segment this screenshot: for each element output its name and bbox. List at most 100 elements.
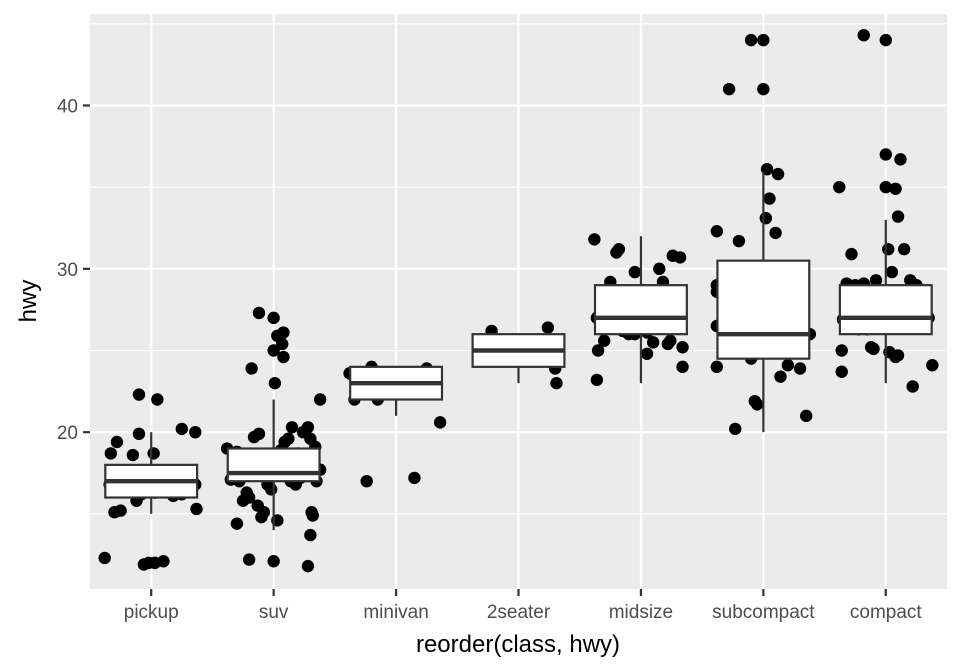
data-point xyxy=(313,393,327,406)
data-point xyxy=(285,421,299,434)
data-point xyxy=(763,192,776,205)
box-iqr xyxy=(593,284,688,336)
x-tick-label: pickup xyxy=(124,602,179,623)
box-suv xyxy=(226,399,321,531)
data-point xyxy=(267,344,280,357)
data-point xyxy=(147,447,160,460)
data-point xyxy=(835,344,848,357)
data-point xyxy=(867,342,880,356)
data-point xyxy=(751,398,764,411)
x-tick-label: suv xyxy=(259,602,289,623)
x-tick-label: minivan xyxy=(363,602,428,623)
data-point xyxy=(664,334,677,347)
data-point xyxy=(252,306,266,320)
data-point xyxy=(673,251,687,264)
data-point xyxy=(114,504,127,517)
data-point xyxy=(264,483,278,496)
box-iqr xyxy=(838,284,933,336)
data-point xyxy=(882,243,895,256)
data-point xyxy=(676,360,689,374)
data-point xyxy=(889,182,902,195)
data-point xyxy=(282,432,295,445)
data-point xyxy=(653,262,666,276)
box-iqr xyxy=(226,447,321,483)
data-point xyxy=(590,373,604,387)
data-point xyxy=(906,380,919,393)
data-point xyxy=(550,376,563,390)
boxes xyxy=(104,170,933,531)
data-point xyxy=(104,447,118,460)
data-point xyxy=(771,167,785,181)
data-point xyxy=(885,265,899,279)
data-point xyxy=(132,427,146,441)
data-point xyxy=(242,491,256,504)
x-tick-label: 2seater xyxy=(487,602,551,623)
data-point xyxy=(835,365,848,378)
data-point xyxy=(710,360,724,374)
data-point xyxy=(628,265,642,279)
data-point xyxy=(897,243,911,256)
y-tick-label: 40 xyxy=(57,96,78,117)
data-point xyxy=(151,393,164,406)
data-point xyxy=(845,247,858,261)
data-point xyxy=(598,334,611,347)
data-point xyxy=(126,448,140,462)
data-point xyxy=(588,233,601,246)
x-axis: pickup suv minivan 2seater midsize subcompact… xyxy=(124,589,923,623)
data-point xyxy=(591,344,605,357)
data-point xyxy=(894,153,907,166)
data-point xyxy=(252,427,266,441)
data-point xyxy=(879,148,892,161)
data-point xyxy=(277,326,290,339)
data-point xyxy=(891,210,905,223)
data-point xyxy=(257,506,271,519)
data-point xyxy=(759,211,773,225)
data-point xyxy=(757,33,770,47)
data-point xyxy=(242,553,256,566)
data-point xyxy=(728,422,742,436)
data-point xyxy=(301,421,315,434)
data-point xyxy=(190,502,203,516)
box-subcompact xyxy=(716,170,811,433)
data-point xyxy=(769,226,782,240)
data-point xyxy=(879,33,892,47)
data-point xyxy=(541,321,555,334)
box-midsize xyxy=(593,236,688,384)
x-tick-label: compact xyxy=(850,602,923,623)
data-point xyxy=(869,274,883,287)
data-point xyxy=(879,180,892,194)
data-point xyxy=(230,517,244,530)
data-point xyxy=(268,376,282,390)
data-point xyxy=(305,506,318,519)
y-axis: 20 30 40 xyxy=(57,96,90,444)
data-point xyxy=(189,425,202,439)
box-compact xyxy=(838,219,933,384)
y-tick-label: 20 xyxy=(57,423,78,444)
data-point xyxy=(676,341,689,354)
data-point xyxy=(793,362,807,375)
data-point xyxy=(277,350,290,364)
data-point xyxy=(137,558,151,571)
data-point xyxy=(781,359,795,372)
data-point xyxy=(891,349,905,362)
data-point xyxy=(433,416,447,429)
data-point xyxy=(98,551,111,565)
box-minivan xyxy=(349,365,444,416)
x-tick-label: subcompact xyxy=(712,602,815,623)
y-axis-title: hwy xyxy=(15,280,42,323)
data-point xyxy=(710,225,724,238)
data-point xyxy=(722,82,736,96)
data-point xyxy=(360,474,373,488)
y-tick-label: 30 xyxy=(57,260,78,281)
data-point xyxy=(612,243,626,256)
data-point xyxy=(774,370,787,383)
data-point xyxy=(757,82,770,96)
data-point xyxy=(276,337,289,351)
data-point xyxy=(744,33,758,47)
data-point xyxy=(132,388,146,401)
data-point xyxy=(646,336,660,349)
data-point xyxy=(304,528,317,542)
data-point xyxy=(267,555,280,568)
box-2seater xyxy=(471,333,566,384)
